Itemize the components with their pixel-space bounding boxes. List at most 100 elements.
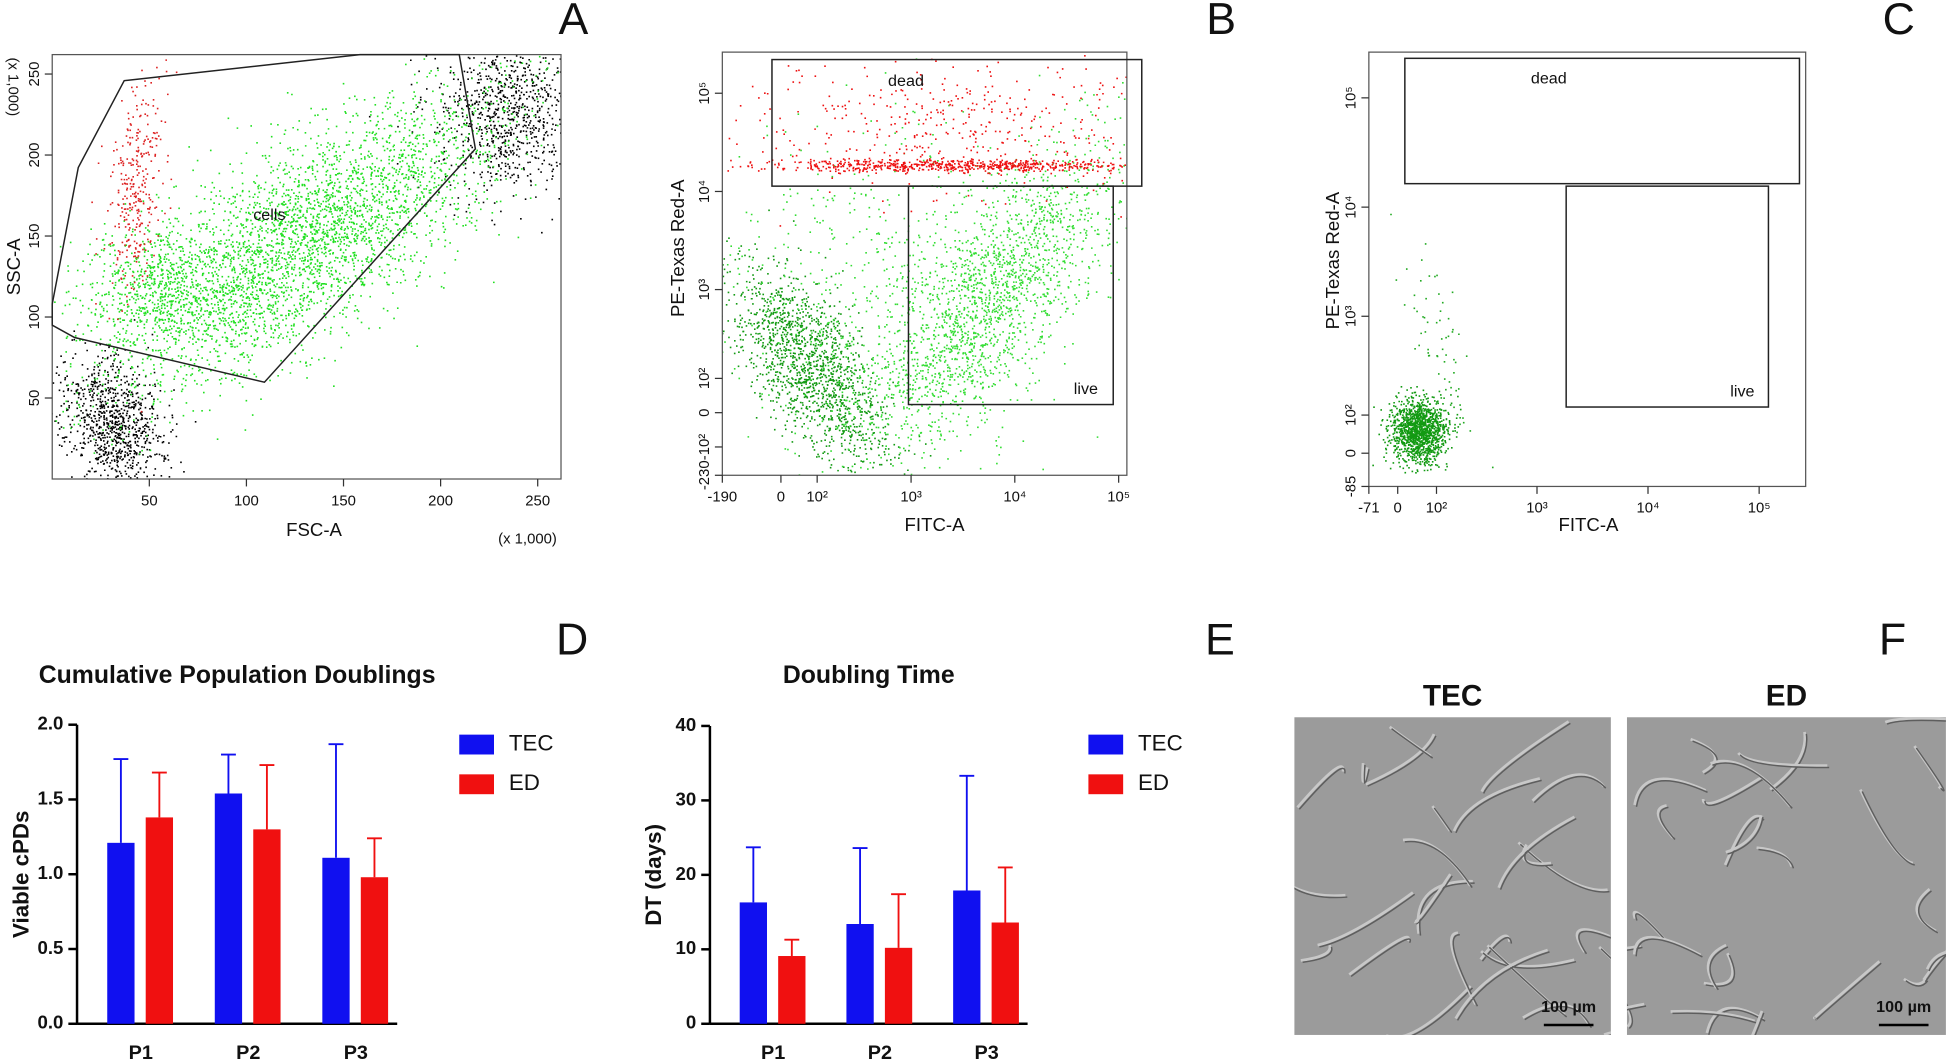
cell-edge-dark: [1626, 1003, 1634, 1029]
cell-edge-light: [1769, 731, 1807, 791]
legend-label: ED: [509, 770, 540, 795]
bar: [322, 857, 350, 1024]
cell-edge-dark: [1298, 767, 1346, 810]
x-tick-label: 10²: [806, 490, 828, 506]
panel-label: F: [1879, 616, 1906, 665]
error-bar: [113, 758, 129, 843]
x-tick-label: 0: [777, 490, 785, 506]
error-bar: [259, 764, 275, 830]
cell-edge-light: [1294, 885, 1346, 898]
cell-edge-dark: [1758, 848, 1795, 869]
y-tick-label: 200: [27, 143, 43, 168]
event-layer: [52, 54, 562, 480]
cell-edge-light: [1365, 733, 1436, 786]
chart-title: Doubling Time: [783, 662, 955, 689]
plot-frame: [1368, 51, 1807, 488]
cell-edge-light: [1925, 950, 1946, 970]
bar: [739, 902, 768, 1024]
cell-edge-dark: [1456, 951, 1550, 1021]
cell-edge-light: [1884, 717, 1946, 724]
y-tick-label: 150: [27, 224, 43, 249]
x-tick-label: -190: [707, 490, 737, 506]
cell-edge-light: [1452, 777, 1541, 832]
x-tick-label: P2: [236, 1042, 260, 1061]
cell-edge-dark: [1861, 791, 1915, 866]
event-layer: [1372, 213, 1494, 474]
cell-edge-dark: [1404, 840, 1473, 888]
cell-edge-light: [1922, 949, 1946, 981]
gate-label: live: [1730, 382, 1754, 400]
gate-label: dead: [888, 72, 924, 90]
event-cloud: [368, 54, 562, 234]
event-cloud: [52, 295, 197, 480]
cell-edge-light: [1626, 944, 1641, 950]
cell-edge-dark: [1350, 938, 1412, 978]
gate: [907, 185, 1114, 406]
error-bar: [891, 893, 906, 948]
plot-frame: [51, 53, 562, 480]
bar: [991, 922, 1019, 1024]
y-tick-label: 10⁴: [697, 180, 713, 203]
y-tick-label: 10³: [1343, 305, 1359, 327]
cell-edge-light: [1626, 1003, 1632, 1028]
cell-edge-light: [1705, 1006, 1764, 1034]
x-tick-label: 10⁴: [1637, 501, 1660, 517]
y-tick-label: 40: [676, 714, 697, 735]
cell-edge-dark: [1482, 722, 1571, 794]
error-bar: [784, 938, 800, 957]
cell-edge-light: [1725, 814, 1763, 854]
cell-edge-dark: [1905, 980, 1929, 987]
bar: [778, 956, 806, 1024]
cell-edge-light: [1317, 891, 1414, 947]
y-tick-label: 10⁴: [1343, 196, 1359, 219]
x-tick-label: 250: [525, 493, 550, 509]
error-bar: [367, 837, 382, 878]
legend-swatch: [1088, 734, 1124, 755]
y-axis-title: PE-Texas Red-A: [667, 179, 688, 317]
y-tick-label: 10⁵: [697, 82, 713, 105]
y-tick-label: -10²: [697, 434, 713, 460]
x-tick-label: 10²: [1426, 501, 1448, 517]
y-tick-label: 50: [27, 390, 43, 407]
gate-label: dead: [1531, 70, 1567, 88]
cell-edge-light: [1756, 846, 1793, 867]
cell-edge-light: [1497, 815, 1576, 889]
gate: [51, 53, 477, 384]
bar: [884, 947, 913, 1024]
cell-edge-dark: [1754, 1012, 1765, 1035]
cell-texture: [1626, 717, 1946, 1035]
micrograph: [1294, 717, 1611, 1035]
cell-edge-dark: [1452, 933, 1479, 1007]
cell-edge-dark: [1635, 938, 1703, 958]
cell-edge-dark: [1519, 843, 1610, 893]
y-tick-label: 10²: [697, 368, 713, 390]
plot-frame: [721, 51, 1128, 476]
panel-label: D: [556, 616, 588, 665]
event-layer: [722, 52, 1127, 476]
x-axis-title: FITC-A: [1559, 514, 1620, 535]
panel-label: C: [1883, 0, 1915, 44]
y-tick-label: -230: [697, 460, 713, 490]
x-axis-title: FSC-A: [286, 519, 342, 540]
cell-edge-dark: [1712, 762, 1793, 809]
y-tick-label: 2.0: [38, 713, 64, 734]
y-tick-label: 1.5: [38, 787, 64, 808]
cell-edge-light: [1386, 985, 1472, 1035]
y-axis-title: DT (days): [641, 824, 666, 926]
cell-edge-dark: [1391, 728, 1434, 759]
y-axis-title: Viable cPDs: [8, 811, 33, 938]
cell-edge-dark: [1708, 1009, 1766, 1035]
bar: [953, 890, 981, 1024]
gate-label: cells: [253, 206, 285, 224]
cell-edge-light: [1603, 1031, 1611, 1035]
cell-edge-dark: [1635, 780, 1708, 807]
bar: [107, 842, 135, 1024]
cell-edge-light: [1670, 1009, 1756, 1023]
y-tick-label: 1.0: [38, 862, 64, 883]
cell-edge-dark: [1411, 987, 1474, 1035]
gate-label: live: [1074, 380, 1098, 398]
y-tick-label: 100: [27, 305, 43, 330]
cell-edge-dark: [1578, 930, 1611, 955]
scale-bar-label: 100 µm: [1541, 998, 1596, 1016]
